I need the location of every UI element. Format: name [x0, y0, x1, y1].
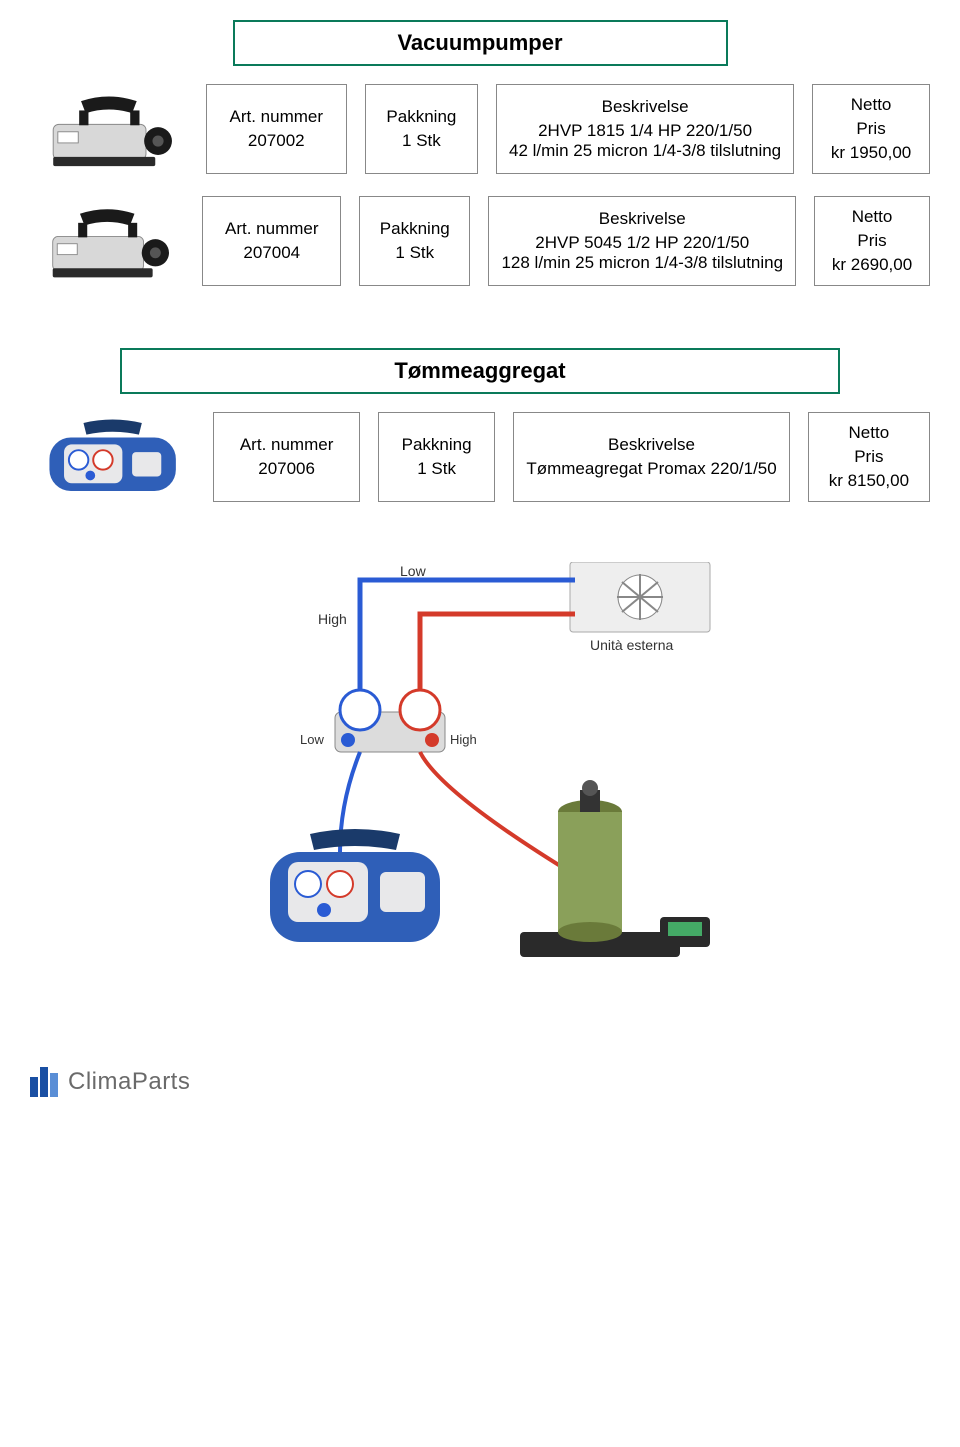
beskrivelse-label: Beskrivelse: [599, 209, 686, 229]
art-nummer-cell: Art. nummer 207006: [213, 412, 360, 502]
desc-line-1: 2HVP 1815 1/4 HP 220/1/50: [538, 121, 752, 141]
pakning-value: 1 Stk: [402, 131, 441, 151]
beskrivelse-label: Beskrivelse: [602, 97, 689, 117]
pakning-value: 1 Stk: [417, 459, 456, 479]
netto-label: Netto: [851, 95, 892, 115]
connection-diagram: Unità esterna Low High Low High: [240, 562, 720, 987]
beskrivelse-label: Beskrivelse: [608, 435, 695, 455]
pakning-value: 1 Stk: [395, 243, 434, 263]
pris-label: Pris: [856, 119, 885, 139]
art-nummer-label: Art. nummer: [225, 219, 319, 239]
product-image: [30, 84, 188, 174]
pris-label: Pris: [854, 447, 883, 467]
art-nummer-cell: Art. nummer 207004: [202, 196, 341, 286]
product-image: [30, 412, 195, 502]
pakning-label: Pakkning: [402, 435, 472, 455]
pakning-cell: Pakkning 1 Stk: [365, 84, 478, 174]
beskrivelse-cell: Beskrivelse 2HVP 5045 1/2 HP 220/1/50 12…: [488, 196, 796, 286]
price-cell: Netto Pris kr 8150,00: [808, 412, 930, 502]
section-title-vacuum: Vacuumpumper: [233, 20, 728, 66]
price-cell: Netto Pris kr 1950,00: [812, 84, 930, 174]
art-nummer-value: 207004: [243, 243, 300, 263]
footer: ClimaParts: [30, 1067, 930, 1097]
desc-line-1: Tømmeagregat Promax 220/1/50: [526, 459, 776, 479]
vacuum-pump-icon: [30, 196, 184, 286]
price-cell: Netto Pris kr 2690,00: [814, 196, 930, 286]
desc-line-2: 42 l/min 25 micron 1/4-3/8 tilslutning: [509, 141, 781, 161]
diagram-label-unita: Unità esterna: [590, 637, 673, 653]
recovery-unit-icon: [30, 412, 195, 502]
desc-line-1: 2HVP 5045 1/2 HP 220/1/50: [535, 233, 749, 253]
vacuum-pump-icon: [30, 84, 188, 174]
pakning-cell: Pakkning 1 Stk: [359, 196, 470, 286]
art-nummer-value: 207002: [248, 131, 305, 151]
diagram-label-high-2: High: [450, 732, 477, 747]
diagram-label-low-2: Low: [300, 732, 324, 747]
diagram-label-high: High: [318, 611, 347, 627]
beskrivelse-cell: Beskrivelse 2HVP 1815 1/4 HP 220/1/50 42…: [496, 84, 794, 174]
price-value: kr 2690,00: [832, 255, 912, 275]
product-image: [30, 196, 184, 286]
brand-logo-icon: [30, 1067, 58, 1097]
product-row: Art. nummer 207002 Pakkning 1 Stk Beskri…: [30, 84, 930, 174]
pakning-cell: Pakkning 1 Stk: [378, 412, 495, 502]
brand-name: ClimaParts: [68, 1068, 190, 1096]
art-nummer-label: Art. nummer: [240, 435, 334, 455]
pakning-label: Pakkning: [380, 219, 450, 239]
pris-label: Pris: [857, 231, 886, 251]
product-row: Art. nummer 207006 Pakkning 1 Stk Beskri…: [30, 412, 930, 502]
beskrivelse-cell: Beskrivelse Tømmeagregat Promax 220/1/50: [513, 412, 789, 502]
netto-label: Netto: [852, 207, 893, 227]
desc-line-2: 128 l/min 25 micron 1/4-3/8 tilslutning: [501, 253, 783, 273]
price-value: kr 1950,00: [831, 143, 911, 163]
price-value: kr 8150,00: [829, 471, 909, 491]
section-title-recovery: Tømmeaggregat: [120, 348, 840, 394]
art-nummer-value: 207006: [258, 459, 315, 479]
netto-label: Netto: [849, 423, 890, 443]
diagram-label-low: Low: [400, 563, 427, 579]
art-nummer-cell: Art. nummer 207002: [206, 84, 347, 174]
pakning-label: Pakkning: [386, 107, 456, 127]
product-row: Art. nummer 207004 Pakkning 1 Stk Beskri…: [30, 196, 930, 286]
art-nummer-label: Art. nummer: [229, 107, 323, 127]
